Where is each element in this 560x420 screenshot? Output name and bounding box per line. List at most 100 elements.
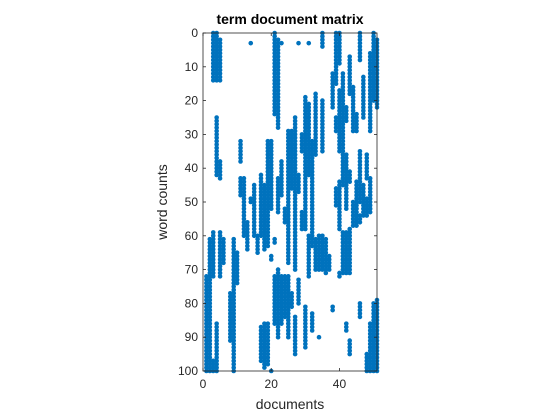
data-point	[340, 88, 346, 93]
data-point	[275, 294, 281, 299]
data-point	[309, 186, 315, 191]
data-point	[303, 135, 308, 141]
data-point	[371, 84, 376, 90]
data-point	[347, 88, 353, 93]
data-point	[268, 159, 274, 164]
data-point	[320, 240, 325, 245]
data-point	[238, 179, 243, 185]
data-point	[367, 199, 373, 205]
data-point	[241, 230, 247, 235]
data-point	[227, 321, 233, 326]
y-tick-label: 100	[178, 364, 198, 378]
data-point	[367, 338, 373, 343]
data-point	[268, 162, 274, 168]
data-point	[313, 94, 318, 100]
data-point	[371, 34, 376, 39]
data-point	[371, 44, 376, 49]
data-point	[285, 213, 291, 218]
data-point	[303, 186, 308, 191]
data-point	[258, 206, 264, 212]
data-point	[282, 284, 288, 289]
data-point	[275, 321, 281, 326]
data-point	[214, 50, 219, 56]
data-point	[343, 253, 349, 259]
data-point	[282, 213, 288, 218]
data-point	[371, 307, 376, 313]
data-point	[231, 294, 237, 299]
data-point	[320, 253, 325, 259]
data-point	[217, 64, 223, 70]
data-point	[217, 230, 223, 235]
data-point	[337, 125, 342, 130]
data-point	[265, 361, 271, 367]
data-point	[292, 115, 298, 120]
data-point	[333, 64, 339, 70]
data-point	[303, 128, 308, 134]
data-point	[309, 233, 315, 239]
data-point	[279, 165, 284, 171]
data-point	[303, 318, 308, 323]
data-point	[343, 260, 349, 266]
data-point	[316, 243, 322, 249]
data-point	[207, 274, 213, 279]
data-point	[265, 206, 271, 212]
data-point	[303, 94, 308, 100]
data-point	[210, 47, 216, 53]
data-point	[262, 243, 267, 249]
data-point	[313, 250, 318, 255]
data-point	[354, 213, 359, 218]
data-point	[337, 121, 342, 127]
data-point	[299, 216, 305, 222]
data-point	[361, 203, 366, 208]
data-point	[292, 169, 298, 174]
data-point	[258, 338, 264, 343]
data-point	[262, 365, 267, 370]
data-point	[367, 71, 373, 76]
data-point	[285, 189, 291, 195]
data-point	[320, 233, 325, 239]
data-point	[275, 67, 281, 73]
data-point	[251, 192, 257, 198]
data-point	[210, 247, 216, 252]
data-point	[309, 314, 315, 320]
data-point	[371, 81, 376, 86]
data-point	[309, 155, 315, 161]
data-point	[347, 233, 353, 239]
data-point	[347, 57, 353, 63]
data-point	[309, 172, 315, 178]
data-point	[357, 189, 363, 195]
data-point	[303, 334, 308, 340]
data-point	[347, 263, 353, 269]
data-point	[217, 236, 223, 242]
data-point	[306, 165, 312, 171]
data-point	[337, 111, 342, 117]
data-point	[292, 189, 298, 195]
data-point	[350, 101, 356, 107]
data-point	[214, 351, 219, 357]
data-point	[337, 132, 342, 137]
data-point	[340, 101, 346, 107]
data-point	[214, 37, 219, 43]
data-point	[340, 263, 346, 269]
data-point	[241, 233, 247, 239]
data-point	[204, 361, 209, 367]
data-point	[258, 328, 264, 333]
data-point	[217, 169, 223, 174]
data-point	[289, 186, 295, 191]
data-point	[306, 111, 312, 117]
data-point	[326, 267, 332, 272]
data-point	[367, 125, 373, 130]
data-point	[371, 321, 376, 326]
data-point	[265, 230, 271, 235]
data-point	[210, 361, 216, 367]
data-point	[210, 240, 216, 245]
data-point	[292, 199, 298, 205]
data-point	[214, 34, 219, 39]
data-point	[320, 236, 325, 242]
data-point	[210, 34, 216, 39]
data-point	[265, 236, 271, 242]
data-point	[371, 365, 376, 370]
data-point	[245, 236, 250, 242]
data-point	[303, 226, 308, 232]
data-point	[262, 209, 267, 215]
